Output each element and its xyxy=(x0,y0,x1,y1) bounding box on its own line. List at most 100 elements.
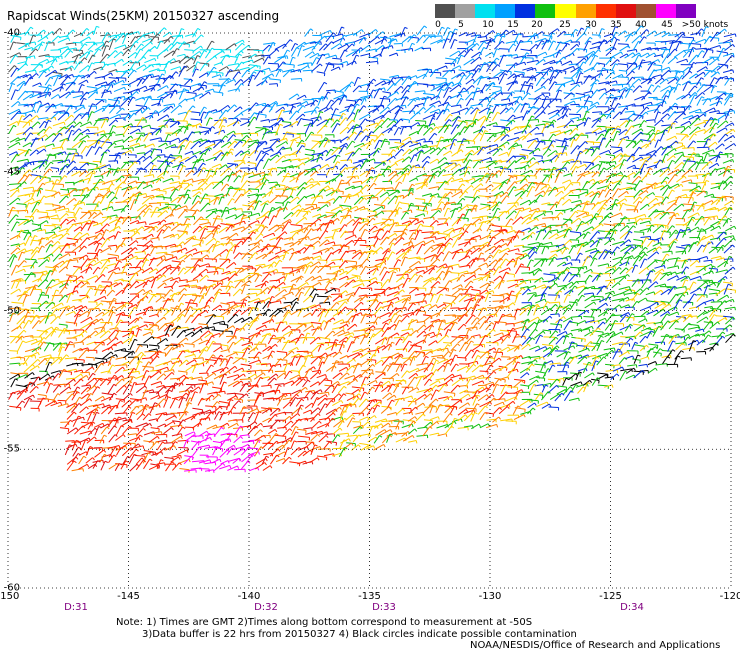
wind-barb-tick xyxy=(99,49,101,51)
wind-barb xyxy=(613,112,620,119)
wind-barb xyxy=(170,121,178,127)
wind-barb-tick xyxy=(48,120,51,121)
wind-barb-tick xyxy=(194,98,195,101)
wind-barb-tick xyxy=(550,40,551,43)
wind-barb xyxy=(52,184,63,185)
wind-barb xyxy=(109,197,115,203)
wind-barb-tick xyxy=(666,79,668,81)
wind-barb-tick xyxy=(552,67,553,70)
wind-barb xyxy=(10,76,18,84)
wind-barb-tick xyxy=(694,134,696,136)
wind-barb xyxy=(535,191,544,196)
wind-barb-tick xyxy=(384,88,385,91)
wind-barb xyxy=(717,128,726,133)
wind-barb-tick xyxy=(574,66,575,69)
wind-barb xyxy=(137,153,145,154)
wind-barb xyxy=(627,183,637,185)
wind-barb xyxy=(618,44,628,45)
wind-barb-tick xyxy=(36,73,38,75)
wind-barb xyxy=(30,176,38,184)
wind-barb xyxy=(184,184,191,190)
wind-barb xyxy=(65,153,70,163)
wind-barb xyxy=(165,91,177,92)
wind-barb-tick xyxy=(188,190,191,191)
wind-barb xyxy=(347,132,355,140)
wind-barb-tick xyxy=(290,40,292,42)
wind-barb-tick xyxy=(624,160,627,161)
wind-barb-tick xyxy=(654,127,655,130)
wind-barb xyxy=(591,148,597,156)
wind-barb-tick xyxy=(346,164,348,166)
wind-barb xyxy=(275,189,283,190)
wind-barb-tick xyxy=(210,118,213,119)
wind-barb-tick xyxy=(449,120,451,122)
wind-barb-tick xyxy=(584,58,586,60)
wind-barb-tick xyxy=(197,196,200,197)
wind-barb-tick xyxy=(611,182,614,184)
wind-barb-tick xyxy=(384,81,386,84)
wind-barb-tick xyxy=(639,176,641,178)
wind-barb-tick xyxy=(221,110,222,113)
wind-barb xyxy=(109,70,117,73)
wind-barb-tick xyxy=(595,106,597,108)
wind-barb xyxy=(184,58,192,64)
wind-barb-tick xyxy=(267,129,270,130)
wind-barb xyxy=(682,67,689,72)
wind-barb xyxy=(332,34,342,37)
wind-barb xyxy=(402,85,408,93)
wind-barb-tick xyxy=(112,192,114,194)
wind-barb-tick xyxy=(698,118,700,120)
wind-barb xyxy=(269,84,277,85)
wind-barb-tick xyxy=(293,106,296,107)
wind-barb xyxy=(95,195,103,197)
wind-barb-tick xyxy=(566,168,567,171)
wind-barb-tick xyxy=(598,102,600,105)
wind-barb-tick xyxy=(197,56,200,57)
wind-barb-tick xyxy=(665,101,666,104)
wind-barb-tick xyxy=(682,162,684,164)
wind-barb-tick xyxy=(409,165,411,167)
wind-barb-tick xyxy=(412,43,415,44)
wind-barb-tick xyxy=(396,163,398,166)
wind-barb-tick xyxy=(65,176,67,178)
wind-barb-tick xyxy=(354,132,356,134)
wind-barb xyxy=(514,189,523,191)
wind-barb xyxy=(73,96,82,98)
wind-barb-tick xyxy=(385,39,386,42)
wind-barb-tick xyxy=(382,133,384,135)
wind-barb xyxy=(520,81,525,92)
wind-barb xyxy=(367,82,371,91)
wind-barb-tick xyxy=(462,184,464,186)
wind-barb-tick xyxy=(333,65,334,68)
wind-barb-tick xyxy=(113,132,115,134)
wind-barb-tick xyxy=(230,187,233,188)
wind-barb xyxy=(38,42,42,50)
wind-barb xyxy=(353,161,363,163)
wind-barb xyxy=(634,181,640,190)
wind-barb-tick xyxy=(322,196,323,199)
wind-barb-tick xyxy=(199,192,201,194)
wind-barb xyxy=(478,37,487,38)
wind-barb-tick xyxy=(214,67,216,69)
wind-barb-tick xyxy=(92,63,95,64)
wind-barb xyxy=(653,75,661,77)
wind-barb-tick xyxy=(241,79,243,81)
wind-barb xyxy=(214,92,223,93)
wind-barb-tick xyxy=(146,86,147,89)
wind-barb xyxy=(627,113,634,119)
wind-barb-tick xyxy=(79,129,81,131)
wind-barb-tick xyxy=(568,162,570,164)
wind-barb xyxy=(261,201,268,206)
wind-barb-tick xyxy=(461,150,463,153)
wind-barb xyxy=(44,169,50,176)
wind-barb-tick xyxy=(100,179,102,181)
wind-barb-tick xyxy=(404,33,405,36)
wind-barb-tick xyxy=(324,82,327,84)
wind-barb xyxy=(345,186,354,190)
wind-barb-tick xyxy=(50,77,53,79)
wind-barb-tick xyxy=(150,125,151,128)
wind-barb xyxy=(192,189,202,192)
wind-barb-tick xyxy=(189,197,192,199)
wind-barb xyxy=(508,44,513,51)
wind-barb xyxy=(60,166,66,175)
